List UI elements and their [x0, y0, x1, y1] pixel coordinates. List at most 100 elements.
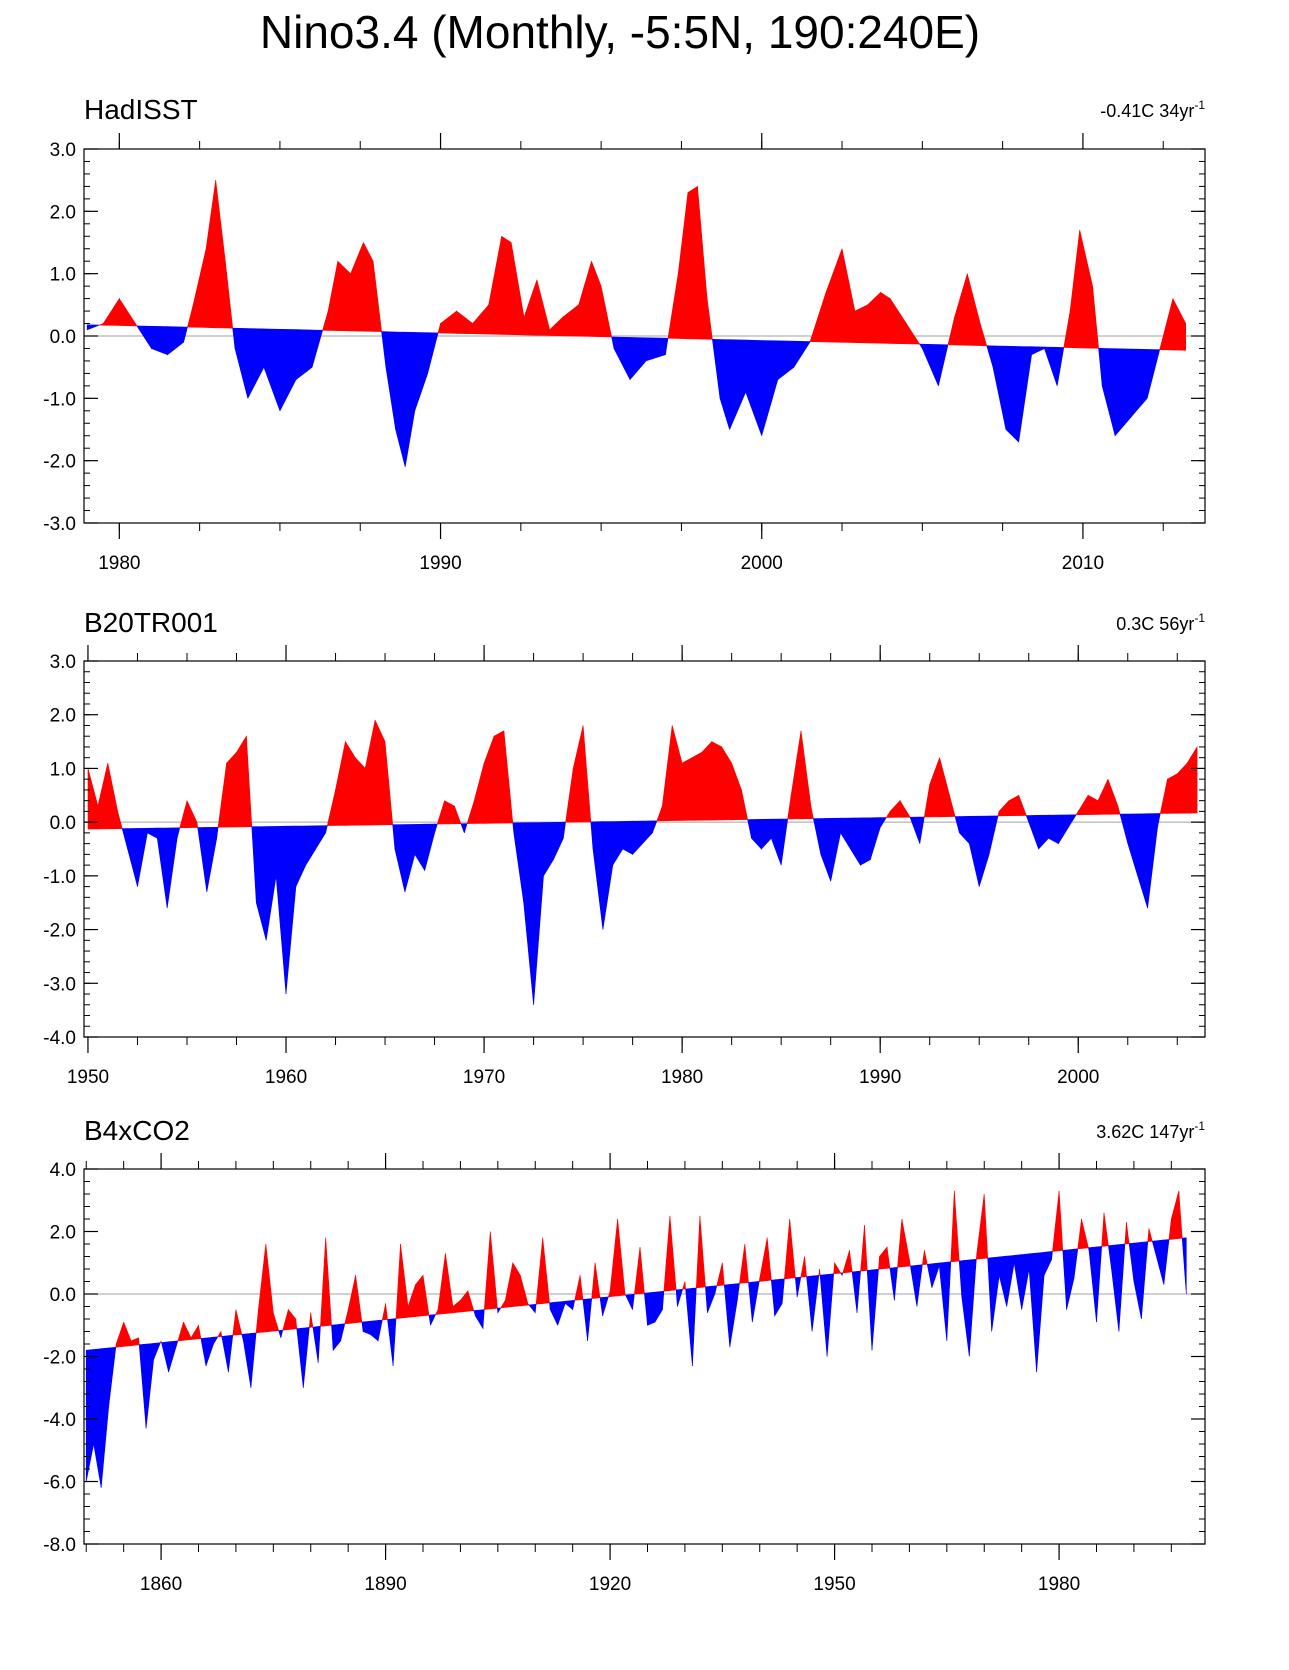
negative-anomaly-area: [1025, 815, 1029, 823]
positive-anomaly-area: [1107, 779, 1119, 815]
negative-anomaly-area: [1088, 1246, 1097, 1323]
negative-anomaly-area: [729, 1283, 738, 1348]
negative-anomaly-area: [811, 1274, 820, 1332]
y-tick-label: 1.0: [50, 759, 76, 780]
positive-anomaly-area: [889, 799, 901, 818]
positive-anomaly-area: [255, 1309, 259, 1334]
positive-anomaly-area: [1058, 1190, 1064, 1252]
negative-anomaly-area: [879, 817, 887, 829]
negative-anomaly-area: [1096, 1246, 1103, 1323]
negative-anomaly-area: [340, 1323, 346, 1341]
positive-anomaly-area: [364, 720, 376, 826]
negative-anomaly-area: [564, 1300, 574, 1311]
negative-anomaly-area: [958, 1260, 963, 1298]
positive-anomaly-area: [500, 1299, 506, 1309]
negative-anomaly-area: [549, 1301, 559, 1326]
positive-anomaly-area: [287, 1308, 297, 1330]
positive-anomaly-area: [488, 236, 502, 335]
positive-anomaly-area: [510, 242, 525, 336]
positive-anomaly-area: [711, 741, 723, 821]
negative-anomaly-area: [127, 828, 138, 887]
negative-anomaly-area: [978, 815, 990, 887]
negative-anomaly-area: [157, 827, 168, 909]
positive-anomaly-area: [661, 725, 673, 822]
positive-anomaly-area: [400, 1243, 409, 1319]
negative-anomaly-area: [295, 825, 307, 887]
negative-anomaly-area: [312, 1326, 319, 1363]
positive-anomaly-area: [682, 1281, 686, 1290]
negative-anomaly-area: [392, 824, 396, 850]
negative-anomaly-area: [228, 1334, 234, 1373]
positive-anomaly-area: [138, 1337, 140, 1346]
chart-main-title: Nino3.4 (Monthly, -5:5N, 190:240E): [259, 6, 981, 58]
plot-frame: [83, 660, 1206, 1038]
negative-anomaly-area: [1127, 813, 1138, 876]
negative-anomaly-area: [622, 820, 633, 855]
negative-anomaly-area: [1141, 1241, 1149, 1320]
negative-anomaly-area: [1119, 813, 1129, 844]
negative-anomaly-area: [414, 332, 429, 411]
negative-anomaly-area: [613, 336, 631, 380]
positive-anomaly-area: [1103, 1212, 1109, 1247]
positive-anomaly-area: [87, 768, 99, 830]
y-tick-label: -2.0: [43, 1348, 76, 1369]
negative-anomaly-area: [647, 1291, 656, 1326]
negative-anomaly-area: [377, 1319, 383, 1341]
positive-anomaly-area: [504, 1262, 514, 1308]
negative-anomaly-area: [1006, 1255, 1015, 1307]
positive-anomaly-area: [886, 1247, 891, 1269]
negative-anomaly-area: [463, 823, 468, 833]
negative-anomaly-area: [414, 823, 426, 872]
positive-anomaly-area: [804, 1256, 807, 1278]
negative-anomaly-area: [959, 815, 970, 845]
positive-anomaly-area: [579, 1275, 584, 1301]
negative-anomaly-area: [745, 339, 763, 436]
positive-anomaly-area: [691, 751, 703, 821]
positive-anomaly-area: [407, 1284, 416, 1318]
positive-anomaly-area: [591, 1262, 596, 1299]
negative-anomaly-area: [707, 1285, 716, 1313]
positive-anomaly-area: [849, 1250, 853, 1273]
negative-anomaly-area: [145, 1343, 154, 1429]
negative-anomaly-area: [968, 815, 980, 887]
negative-anomaly-area: [841, 1272, 844, 1276]
positive-anomaly-area: [186, 800, 198, 829]
negative-anomaly-area: [387, 1318, 394, 1366]
negative-anomaly-area: [1013, 1254, 1023, 1310]
positive-anomaly-area: [258, 1243, 267, 1333]
negative-anomaly-area: [430, 1314, 437, 1326]
positive-anomaly-area: [949, 795, 956, 817]
positive-anomaly-area: [355, 1275, 363, 1324]
positive-anomaly-area: [578, 261, 592, 337]
x-tick-label: 2010: [1062, 553, 1104, 574]
positive-anomaly-area: [503, 730, 514, 824]
positive-anomaly-area: [721, 745, 732, 821]
positive-anomaly-area: [177, 1322, 184, 1342]
trend-annotation: -0.41C 34yr-1: [1100, 98, 1205, 121]
positive-anomaly-area: [790, 730, 802, 820]
positive-anomaly-area: [454, 805, 462, 825]
positive-anomaly-area: [322, 311, 329, 331]
negative-anomaly-area: [1146, 349, 1161, 399]
negative-anomaly-area: [998, 1255, 1008, 1307]
positive-anomaly-area: [374, 719, 386, 826]
positive-anomaly-area: [594, 1262, 601, 1299]
negative-anomaly-area: [1021, 1253, 1030, 1310]
negative-anomaly-area: [1062, 1249, 1067, 1310]
positive-anomaly-area: [784, 1218, 791, 1280]
x-tick-label: 1920: [589, 1574, 631, 1595]
positive-anomaly-area: [320, 1237, 327, 1327]
negative-anomaly-area: [909, 816, 921, 844]
negative-anomaly-area: [916, 1264, 923, 1307]
positive-anomaly-area: [864, 1225, 868, 1272]
negative-anomaly-area: [176, 827, 181, 839]
positive-anomaly-area: [663, 1215, 671, 1292]
negative-anomaly-area: [279, 328, 297, 411]
positive-anomaly-area: [549, 316, 563, 337]
negative-anomaly-area: [247, 328, 265, 399]
positive-anomaly-area: [671, 725, 683, 821]
positive-anomaly-area: [939, 757, 950, 818]
negative-anomaly-area: [1028, 1252, 1037, 1373]
positive-anomaly-area: [716, 1262, 723, 1287]
anomaly-fills: [85, 1190, 1187, 1488]
